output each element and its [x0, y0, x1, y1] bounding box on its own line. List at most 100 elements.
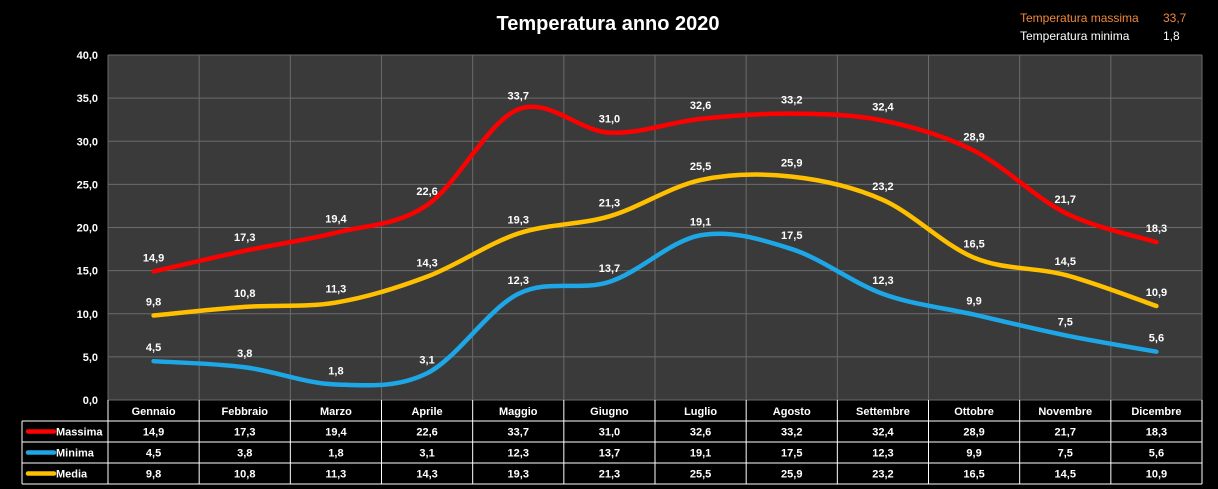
legend-label-massima: Massima — [56, 427, 103, 439]
data-label-massima: 32,4 — [872, 102, 894, 114]
y-tick-label: 40,0 — [77, 50, 98, 62]
table-cell: 9,9 — [966, 448, 981, 460]
table-cell: 12,3 — [508, 448, 529, 460]
data-label-massima: 21,7 — [1055, 194, 1076, 206]
table-cell: 12,3 — [872, 448, 893, 460]
table-cell: 14,9 — [143, 427, 164, 439]
data-label-media: 21,3 — [599, 197, 620, 209]
data-label-massima: 14,9 — [143, 252, 164, 264]
y-tick-label: 25,0 — [77, 179, 98, 191]
y-tick-label: 5,0 — [83, 352, 98, 364]
y-axis: 0,0 5,0 10,0 15,0 20,0 25,0 30,0 35,0 40,0 — [77, 50, 98, 407]
series-lines — [151, 104, 1159, 388]
data-label-massima: 17,3 — [234, 232, 255, 244]
data-label-media: 14,3 — [416, 258, 437, 270]
table-cell: 28,9 — [963, 427, 984, 439]
table-cell: 13,7 — [599, 448, 620, 460]
x-tick-label: Gennaio — [132, 406, 176, 418]
table-cell: 10,9 — [1146, 469, 1167, 481]
data-label-media: 25,5 — [690, 161, 711, 173]
x-tick-label: Giugno — [590, 406, 629, 418]
table-cell: 3,8 — [237, 448, 252, 460]
series-line-media — [151, 172, 1159, 318]
data-label-minima: 3,1 — [419, 354, 434, 366]
legend-label-media: Media — [56, 469, 88, 481]
series-line-massima — [151, 104, 1159, 274]
data-label-media: 25,9 — [781, 158, 802, 170]
table-cell: 5,6 — [1149, 448, 1164, 460]
table-cell: 23,2 — [872, 469, 893, 481]
min-temp-label: Temperatura minima — [1020, 29, 1130, 43]
data-label-minima: 12,3 — [872, 275, 893, 287]
y-tick-label: 35,0 — [77, 93, 98, 105]
data-label-massima: 33,2 — [781, 95, 802, 107]
chart-title: Temperatura anno 2020 — [496, 13, 719, 35]
table-cell: 33,7 — [508, 427, 529, 439]
x-tick-label: Aprile — [411, 406, 442, 418]
data-label-media: 14,5 — [1055, 256, 1076, 268]
y-tick-label: 30,0 — [77, 136, 98, 148]
data-label-massima: 31,0 — [599, 114, 620, 126]
table-cell: 19,3 — [508, 469, 529, 481]
series-line-minima — [151, 231, 1159, 388]
max-temp-value: 33,7 — [1163, 11, 1187, 25]
table-cell: 17,3 — [234, 427, 255, 439]
x-tick-label: Settembre — [856, 406, 910, 418]
data-label-massima: 18,3 — [1146, 223, 1167, 235]
y-tick-label: 15,0 — [77, 266, 98, 278]
min-temp-value: 1,8 — [1163, 29, 1180, 43]
y-tick-label: 0,0 — [83, 395, 98, 407]
data-label-massima: 33,7 — [508, 90, 529, 102]
table-cell: 25,9 — [781, 469, 802, 481]
data-labels: 14,9 17,3 19,4 22,6 33,7 31,0 32,6 33,2 32,4 28,9… — [143, 90, 1167, 377]
table-cell: 31,0 — [599, 427, 620, 439]
x-tick-label: Febbraio — [222, 406, 269, 418]
table-cell: 25,5 — [690, 469, 711, 481]
data-label-media: 10,9 — [1146, 287, 1167, 299]
table-cell: 4,5 — [146, 448, 161, 460]
table-cell: 11,3 — [326, 469, 347, 481]
data-label-minima: 9,9 — [966, 296, 981, 308]
data-label-media: 16,5 — [963, 239, 984, 251]
data-label-minima: 7,5 — [1058, 316, 1073, 328]
data-label-minima: 3,8 — [237, 348, 252, 360]
data-label-media: 9,8 — [146, 296, 161, 308]
data-label-minima: 1,8 — [328, 365, 343, 377]
table-cell: 21,7 — [1055, 427, 1076, 439]
data-label-minima: 19,1 — [690, 216, 711, 228]
data-label-minima: 17,5 — [781, 230, 802, 242]
data-label-minima: 13,7 — [599, 263, 620, 275]
table-cell: 32,6 — [690, 427, 711, 439]
max-temp-label: Temperatura massima — [1020, 11, 1139, 25]
legend-label-minima: Minima — [56, 448, 95, 460]
table-cell: 19,4 — [325, 427, 347, 439]
x-tick-label: Ottobre — [954, 406, 994, 418]
table-cell: 14,5 — [1055, 469, 1076, 481]
data-table: Gennaio Febbraio Marzo Aprile Maggio Giugno Lu… — [21, 400, 1203, 485]
data-label-media: 23,2 — [872, 181, 893, 193]
data-label-media: 11,3 — [326, 284, 347, 296]
table-cell: 32,4 — [872, 427, 894, 439]
table-cell: 21,3 — [599, 469, 620, 481]
table-cell: 10,8 — [234, 469, 255, 481]
table-cell: 16,5 — [963, 469, 984, 481]
data-label-media: 10,8 — [234, 288, 255, 300]
x-tick-label: Agosto — [773, 406, 811, 418]
table-cell: 17,5 — [781, 448, 802, 460]
data-label-minima: 12,3 — [508, 275, 529, 287]
table-cell: 3,1 — [419, 448, 434, 460]
table-cell: 19,1 — [690, 448, 711, 460]
table-cell: 9,8 — [146, 469, 161, 481]
data-label-massima: 22,6 — [416, 186, 437, 198]
x-tick-label: Novembre — [1038, 406, 1092, 418]
data-label-massima: 28,9 — [963, 132, 984, 144]
table-cell: 14,3 — [416, 469, 437, 481]
x-tick-label: Dicembre — [1131, 406, 1181, 418]
table-cell: 22,6 — [416, 427, 437, 439]
x-tick-label: Marzo — [320, 406, 352, 418]
y-tick-label: 10,0 — [77, 309, 98, 321]
table-cell: 1,8 — [328, 448, 343, 460]
data-label-massima: 32,6 — [690, 100, 711, 112]
table-cell: 33,2 — [781, 427, 802, 439]
data-label-media: 19,3 — [508, 215, 529, 227]
